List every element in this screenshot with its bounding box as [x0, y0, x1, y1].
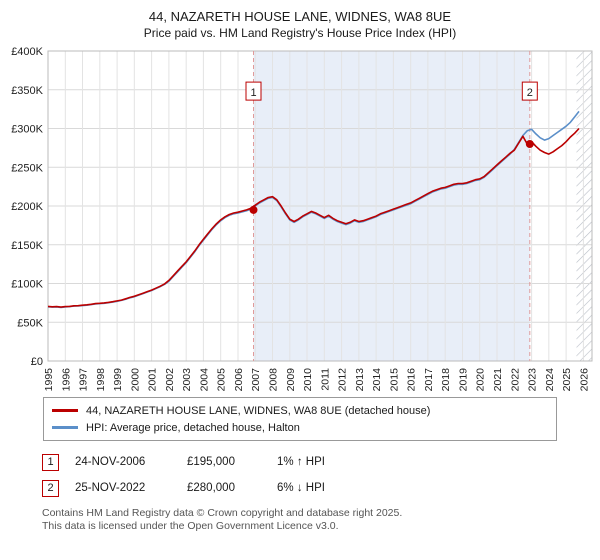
legend-label-hpi: HPI: Average price, detached house, Halt… [86, 421, 300, 434]
svg-text:2017: 2017 [423, 368, 435, 392]
svg-text:£50K: £50K [17, 317, 43, 329]
svg-text:1999: 1999 [112, 368, 124, 392]
transaction-2-marker: 2 [42, 479, 59, 497]
svg-text:2012: 2012 [337, 368, 349, 392]
svg-text:2015: 2015 [388, 368, 400, 392]
transaction-2-hpi-delta: 6% ↓ HPI [277, 482, 325, 494]
svg-text:2026: 2026 [578, 368, 590, 392]
svg-text:1997: 1997 [78, 368, 90, 392]
svg-text:£150K: £150K [11, 240, 43, 252]
property-line-swatch [52, 409, 78, 412]
svg-text:2013: 2013 [354, 368, 366, 392]
footer-line-1: Contains HM Land Registry data © Crown c… [42, 507, 403, 519]
legend-row-hpi: HPI: Average price, detached house, Halt… [52, 419, 548, 436]
svg-text:2006: 2006 [233, 368, 245, 392]
transaction-2-date: 25-NOV-2022 [75, 482, 146, 494]
svg-text:2018: 2018 [440, 368, 452, 392]
svg-text:£200K: £200K [11, 201, 43, 213]
transaction-1-price: £195,000 [187, 456, 235, 468]
svg-text:2007: 2007 [250, 368, 262, 392]
page-subtitle: Price paid vs. HM Land Registry's House … [143, 26, 457, 40]
svg-text:2001: 2001 [147, 368, 159, 392]
svg-text:£350K: £350K [11, 85, 43, 97]
svg-text:2003: 2003 [181, 368, 193, 392]
transaction-row-2: 2 25-NOV-2022 £280,000 6% ↓ HPI [42, 475, 600, 501]
svg-text:2009: 2009 [285, 368, 297, 392]
transaction-1-marker: 1 [42, 453, 59, 471]
svg-text:£300K: £300K [11, 124, 43, 136]
svg-text:2011: 2011 [319, 368, 331, 391]
svg-text:2014: 2014 [371, 368, 383, 392]
svg-text:2008: 2008 [268, 368, 280, 392]
chart-legend: 44, NAZARETH HOUSE LANE, WIDNES, WA8 8UE… [43, 397, 557, 441]
svg-text:2025: 2025 [561, 368, 573, 392]
transaction-2-price: £280,000 [187, 482, 235, 494]
svg-text:1995: 1995 [43, 368, 55, 392]
svg-text:2020: 2020 [475, 368, 487, 392]
svg-text:2005: 2005 [216, 368, 228, 392]
transaction-1-hpi-delta: 1% ↑ HPI [277, 456, 325, 468]
footer-line-2: This data is licensed under the Open Gov… [42, 520, 339, 532]
svg-text:2024: 2024 [544, 368, 556, 392]
svg-text:2004: 2004 [198, 368, 210, 392]
price-history-chart: £0 £50K £100K £150K £200K £250K £300K £350K £400… [11, 46, 593, 392]
legend-row-property: 44, NAZARETH HOUSE LANE, WIDNES, WA8 8UE… [52, 402, 548, 419]
svg-text:2022: 2022 [509, 368, 521, 392]
transaction-row-1: 1 24-NOV-2006 £195,000 1% ↑ HPI [42, 449, 600, 475]
svg-text:2010: 2010 [302, 368, 314, 392]
transaction-1-date: 24-NOV-2006 [75, 456, 146, 468]
legend-label-property: 44, NAZARETH HOUSE LANE, WIDNES, WA8 8UE… [86, 404, 431, 417]
svg-text:1998: 1998 [95, 368, 107, 392]
svg-text:£100K: £100K [11, 279, 43, 291]
hpi-line-swatch [52, 426, 78, 429]
svg-text:2016: 2016 [406, 368, 418, 392]
svg-text:2002: 2002 [164, 368, 176, 392]
license-footer: Contains HM Land Registry data © Crown c… [42, 507, 600, 533]
svg-text:2019: 2019 [458, 368, 470, 392]
svg-text:£250K: £250K [11, 162, 43, 174]
transactions-list: 1 24-NOV-2006 £195,000 1% ↑ HPI 2 25-NOV… [42, 449, 600, 501]
svg-text:1: 1 [250, 87, 256, 99]
svg-text:£400K: £400K [11, 46, 43, 58]
svg-text:2023: 2023 [527, 368, 539, 392]
svg-text:£0: £0 [31, 356, 43, 368]
svg-text:1996: 1996 [60, 368, 72, 392]
page-title: 44, NAZARETH HOUSE LANE, WIDNES, WA8 8UE [148, 9, 452, 24]
svg-text:2021: 2021 [492, 368, 504, 392]
svg-text:2000: 2000 [129, 368, 141, 392]
svg-text:2: 2 [527, 87, 533, 99]
